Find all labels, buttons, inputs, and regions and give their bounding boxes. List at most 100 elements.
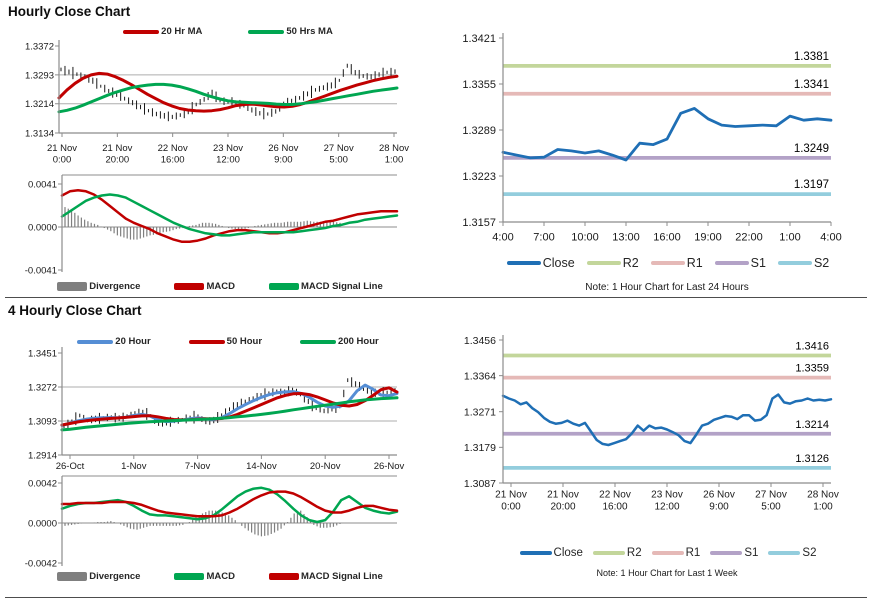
svg-text:19:00: 19:00 — [694, 231, 722, 243]
svg-text:28 Nov: 28 Nov — [807, 490, 839, 501]
svg-text:26 Nov: 26 Nov — [268, 143, 298, 154]
svg-text:21 Nov: 21 Nov — [547, 490, 579, 501]
hourly-pivot-note: Note: 1 Hour Chart for Last 24 Hours — [585, 282, 749, 293]
line-swatch-icon — [710, 551, 743, 555]
svg-text:27 Nov: 27 Nov — [324, 143, 354, 154]
legend-item: 50 Hour — [188, 336, 262, 347]
svg-text:22:00: 22:00 — [735, 231, 763, 243]
line-swatch-icon — [586, 261, 621, 265]
legend-item: S2 — [768, 547, 816, 559]
legend-item: Divergence — [57, 571, 140, 582]
line-swatch-icon — [651, 551, 684, 555]
legend-item: R2 — [592, 547, 642, 559]
line-swatch-icon — [268, 573, 299, 580]
legend-item: S1 — [714, 256, 766, 270]
svg-text:1.3359: 1.3359 — [795, 363, 829, 375]
svg-text:-0.0042: -0.0042 — [25, 558, 57, 569]
svg-text:5:00: 5:00 — [761, 502, 781, 513]
section-divider — [5, 297, 867, 298]
legend-label: Divergence — [89, 571, 141, 582]
legend-item: 20 Hr MA — [123, 26, 202, 37]
line-swatch-icon — [188, 339, 225, 344]
legend-item: MACD — [174, 281, 235, 292]
legend-item: Close — [506, 256, 575, 270]
svg-text:4:00: 4:00 — [492, 231, 513, 243]
line-swatch-icon — [123, 29, 160, 34]
legend-label: Close — [553, 547, 583, 559]
svg-text:1.3421: 1.3421 — [462, 33, 496, 45]
svg-text:1.3197: 1.3197 — [794, 179, 829, 191]
svg-text:9:00: 9:00 — [274, 155, 293, 166]
svg-text:28 Nov: 28 Nov — [379, 143, 409, 154]
legend-label: Close — [542, 256, 575, 270]
svg-text:1.3289: 1.3289 — [462, 125, 496, 137]
svg-text:1:00: 1:00 — [385, 155, 404, 166]
svg-text:1.3293: 1.3293 — [25, 70, 54, 81]
svg-text:14-Nov: 14-Nov — [246, 461, 277, 472]
legend-hourly_close: 20 Hr MA 50 Hrs MA — [59, 26, 397, 37]
legend-label: R1 — [686, 256, 703, 270]
bar-swatch-icon — [57, 282, 88, 291]
legend-item: R1 — [651, 547, 701, 559]
svg-text:22 Nov: 22 Nov — [599, 490, 631, 501]
svg-text:4:00: 4:00 — [820, 231, 841, 243]
legend-item: Close — [519, 547, 583, 559]
four-hourly-section-title: 4 Hourly Close Chart — [8, 303, 142, 318]
legend-label: 200 Hour — [338, 336, 379, 347]
legend-item: 50 Hrs MA — [248, 26, 333, 37]
svg-text:1.3179: 1.3179 — [464, 442, 496, 454]
svg-text:1.3416: 1.3416 — [795, 341, 829, 353]
svg-text:1.3271: 1.3271 — [464, 406, 496, 418]
svg-text:1.3355: 1.3355 — [462, 79, 496, 91]
legend-item: R1 — [650, 256, 703, 270]
bar-swatch-icon — [57, 572, 88, 581]
bottom-divider — [5, 597, 867, 598]
svg-text:12:00: 12:00 — [654, 502, 679, 513]
line-swatch-icon — [248, 29, 285, 34]
svg-text:16:00: 16:00 — [161, 155, 185, 166]
svg-text:0.0041: 0.0041 — [28, 179, 57, 190]
svg-text:1.3456: 1.3456 — [464, 335, 496, 347]
legend-label: R2 — [626, 547, 642, 559]
svg-text:1.3134: 1.3134 — [25, 128, 54, 139]
svg-text:20:00: 20:00 — [550, 502, 575, 513]
svg-text:23 Nov: 23 Nov — [213, 143, 243, 154]
legend-item: 200 Hour — [300, 336, 379, 347]
svg-text:1.3364: 1.3364 — [464, 370, 496, 382]
legend-label: 20 Hour — [115, 336, 151, 347]
svg-text:1.3341: 1.3341 — [794, 79, 829, 91]
legend-label: 50 Hrs MA — [286, 26, 333, 37]
svg-text:1:00: 1:00 — [779, 231, 800, 243]
svg-text:16:00: 16:00 — [602, 502, 627, 513]
svg-text:1.3272: 1.3272 — [28, 382, 57, 393]
svg-text:0.0000: 0.0000 — [28, 518, 57, 529]
svg-text:26 Nov: 26 Nov — [703, 490, 735, 501]
svg-text:1.2914: 1.2914 — [28, 450, 57, 461]
svg-text:10:00: 10:00 — [571, 231, 599, 243]
legend-item: Divergence — [57, 281, 140, 292]
line-swatch-icon — [268, 283, 299, 290]
legend-four_hourly_close_pivots: Close R2 R1 S1 S2 — [503, 547, 833, 559]
svg-text:1.3381: 1.3381 — [794, 51, 829, 63]
svg-text:27 Nov: 27 Nov — [755, 490, 787, 501]
svg-text:0:00: 0:00 — [53, 155, 72, 166]
svg-text:26-Oct: 26-Oct — [56, 461, 85, 472]
svg-text:1.3372: 1.3372 — [25, 41, 54, 52]
legend-item: MACD — [174, 571, 235, 582]
legend-four_hourly_close: 20 Hour 50 Hour 200 Hour — [59, 336, 397, 347]
svg-text:0.0000: 0.0000 — [28, 222, 57, 233]
legend-label: R1 — [685, 547, 701, 559]
svg-text:1.3157: 1.3157 — [462, 217, 496, 229]
svg-text:12:00: 12:00 — [216, 155, 240, 166]
legend-label: S1 — [744, 547, 759, 559]
legend-label: S1 — [750, 256, 766, 270]
svg-text:1:00: 1:00 — [813, 502, 833, 513]
svg-text:0:00: 0:00 — [501, 502, 521, 513]
svg-text:21 Nov: 21 Nov — [47, 143, 77, 154]
legend-label: S2 — [813, 256, 830, 270]
legend-label: MACD — [206, 281, 235, 292]
svg-text:0.0042: 0.0042 — [28, 478, 57, 489]
svg-text:1.3126: 1.3126 — [795, 453, 829, 465]
line-swatch-icon — [592, 551, 625, 555]
